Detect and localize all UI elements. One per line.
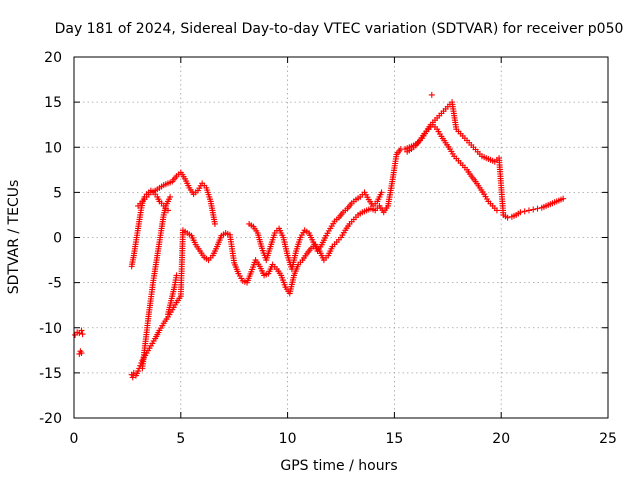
data-point	[530, 206, 537, 213]
x-tick-label: 0	[70, 431, 79, 447]
data-point	[428, 91, 435, 98]
x-tick-label: 5	[176, 431, 185, 447]
data-point	[560, 195, 567, 202]
data-point	[79, 331, 86, 338]
y-axis-label: SDTVAR / TECUs	[6, 180, 22, 295]
y-tick-label: -10	[39, 321, 62, 337]
x-tick-label: 15	[385, 431, 403, 447]
data-point	[173, 272, 180, 279]
data-point	[135, 368, 142, 375]
y-tick-label: 10	[44, 140, 62, 156]
y-tick-label: 20	[44, 50, 62, 66]
ticks-layer	[73, 56, 609, 419]
y-tick-label: 5	[53, 185, 62, 201]
data-point	[525, 207, 532, 214]
x-tick-label: 20	[492, 431, 510, 447]
data-point	[504, 214, 511, 221]
y-tick-label: 0	[53, 231, 62, 247]
y-tick-label: -15	[39, 366, 62, 382]
data-point	[78, 350, 85, 357]
y-tick-label: -20	[39, 411, 62, 427]
data-point	[167, 193, 174, 200]
data-point	[521, 208, 528, 215]
x-tick-label: 25	[599, 431, 617, 447]
y-tick-label: -5	[48, 276, 62, 292]
chart-title: Day 181 of 2024, Sidereal Day-to-day VTE…	[55, 21, 624, 37]
tick-labels-layer: 0 5 10 15 20 25 -20 -15 -10 -5 0 5 10 15 20	[39, 50, 617, 447]
data-point	[534, 205, 541, 212]
data-points-layer	[72, 91, 567, 381]
data-point	[493, 207, 500, 214]
x-tick-label: 10	[279, 431, 297, 447]
data-point	[517, 209, 524, 216]
data-point	[211, 220, 218, 227]
y-tick-label: 15	[44, 95, 62, 111]
data-point	[78, 327, 85, 334]
x-axis-label: GPS time / hours	[280, 458, 397, 474]
data-point	[378, 189, 385, 196]
